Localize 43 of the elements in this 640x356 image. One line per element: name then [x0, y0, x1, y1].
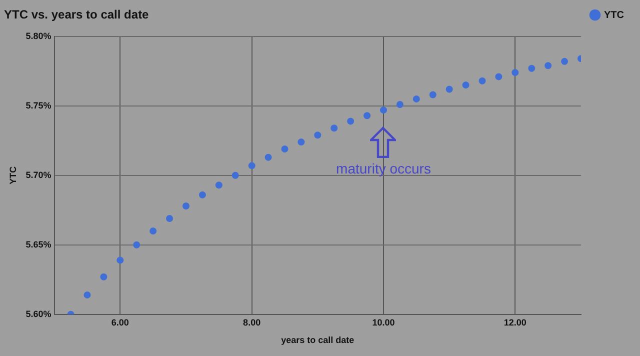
point [100, 273, 108, 280]
x-tick-label: 8.00 [243, 317, 261, 328]
point [478, 77, 486, 84]
point [561, 58, 568, 65]
y-tick-label: 5.65% [26, 239, 52, 250]
x-tick-label: 6.00 [111, 317, 129, 328]
point [512, 69, 519, 76]
point [314, 132, 322, 139]
point [248, 162, 256, 170]
point [462, 82, 470, 89]
chart-title: YTC vs. years to call date [4, 8, 150, 22]
point [182, 202, 190, 210]
y-tick-label: 5.75% [26, 100, 52, 110]
x-axis-title: years to call date [281, 335, 354, 346]
point [528, 64, 536, 72]
y-tick-label: 5.70% [26, 170, 52, 180]
legend-label: YTC [604, 10, 624, 21]
point [84, 291, 91, 298]
y-axis-title: YTC [8, 166, 18, 184]
point [116, 256, 124, 264]
point [232, 172, 239, 179]
point [412, 95, 420, 102]
point [347, 118, 354, 125]
point [544, 62, 552, 70]
point [198, 191, 206, 198]
x-tick-label: 12.00 [504, 317, 526, 328]
y-tick-label: 5.60% [26, 308, 52, 319]
point [380, 106, 387, 114]
point [133, 241, 140, 248]
x-tick-label: 10.00 [372, 317, 395, 328]
point [150, 228, 157, 234]
point [215, 182, 222, 189]
point [429, 91, 436, 98]
point [396, 101, 404, 108]
point [264, 154, 272, 161]
point [298, 138, 305, 146]
point [364, 112, 371, 120]
point [166, 214, 174, 222]
point [446, 86, 453, 93]
point [495, 73, 502, 80]
point [281, 145, 288, 152]
point [330, 124, 338, 132]
y-tick-label: 5.80% [26, 30, 52, 41]
